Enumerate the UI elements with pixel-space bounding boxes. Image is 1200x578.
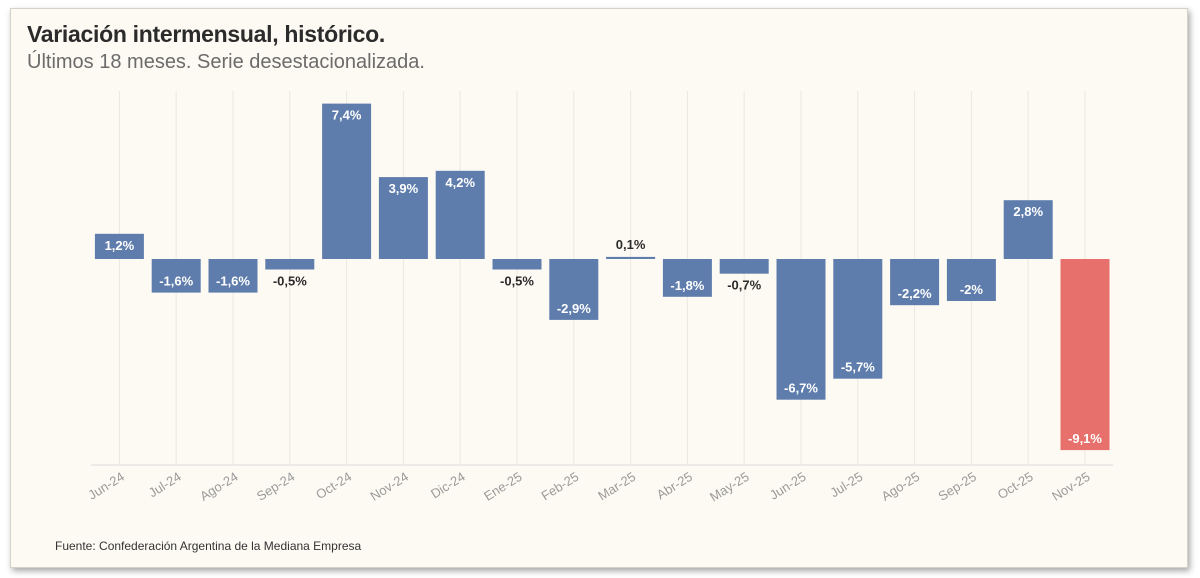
bar [833,259,883,379]
data-label: -1,8% [670,278,704,293]
bar [719,259,769,274]
bar [208,259,258,293]
bar [662,259,712,297]
x-tick-label: Ene-25 [481,469,525,504]
data-label: -2,9% [557,301,591,316]
chart-card: Variación intermensual, histórico. Últim… [10,8,1188,568]
data-label: -2% [960,282,984,297]
data-label: 2,8% [1013,204,1043,219]
bar [890,259,940,306]
data-label: 4,2% [445,175,475,190]
bar [378,177,428,259]
data-label: 7,4% [332,108,362,123]
bar-chart: 1,2% Jun-24 -1,6% Jul-24 -1,6% Ago-24 -0,5% Sep… [85,91,1114,505]
x-tick-label: Jun-25 [767,469,809,503]
x-tick-label: Sep-25 [935,469,979,504]
data-label: -1,6% [159,274,193,289]
bar [151,259,201,293]
bar [1060,259,1110,451]
chart-title: Variación intermensual, histórico. [27,21,385,47]
bar [265,259,315,270]
bar [946,259,996,301]
data-label: -9,1% [1068,431,1102,446]
x-tick-label: Ago-25 [879,469,923,504]
x-tick-label: Jul-25 [827,469,865,500]
bar [776,259,826,400]
x-tick-label: Oct-25 [995,469,1036,502]
x-tick-label: Oct-24 [313,469,354,502]
data-label: -0,5% [273,274,307,289]
bar [1003,200,1053,259]
bar [322,103,372,259]
data-label: -5,7% [841,360,875,375]
x-tick-label: Jun-24 [85,469,127,503]
bar [94,233,144,259]
x-tick-label: Jul-24 [146,469,184,500]
bar [606,256,656,259]
x-tick-label: Feb-25 [538,469,581,504]
data-label: -2,2% [898,286,932,301]
data-label: -0,5% [500,274,534,289]
bar [435,170,485,259]
bar [492,259,542,270]
x-tick-label: Dic-24 [428,469,468,502]
x-tick-label: Ago-24 [197,469,241,504]
x-tick-label: Sep-24 [254,469,298,504]
chart-subtitle: Últimos 18 meses. Serie desestacionaliza… [27,51,425,73]
data-label: 3,9% [389,181,419,196]
x-tick-label: May-25 [707,469,752,505]
source-note: Fuente: Confederación Argentina de la Me… [55,539,362,553]
data-label: -6,7% [784,381,818,396]
data-label: -1,6% [216,274,250,289]
data-label: -0,7% [727,278,761,293]
data-label: 1,2% [105,238,135,253]
x-tick-label: Nov-24 [367,469,411,504]
data-label: 0,1% [616,237,646,252]
x-tick-label: Abr-25 [654,469,695,502]
x-tick-label: Nov-25 [1049,469,1093,504]
x-tick-label: Mar-25 [595,469,638,504]
bar [549,259,599,320]
